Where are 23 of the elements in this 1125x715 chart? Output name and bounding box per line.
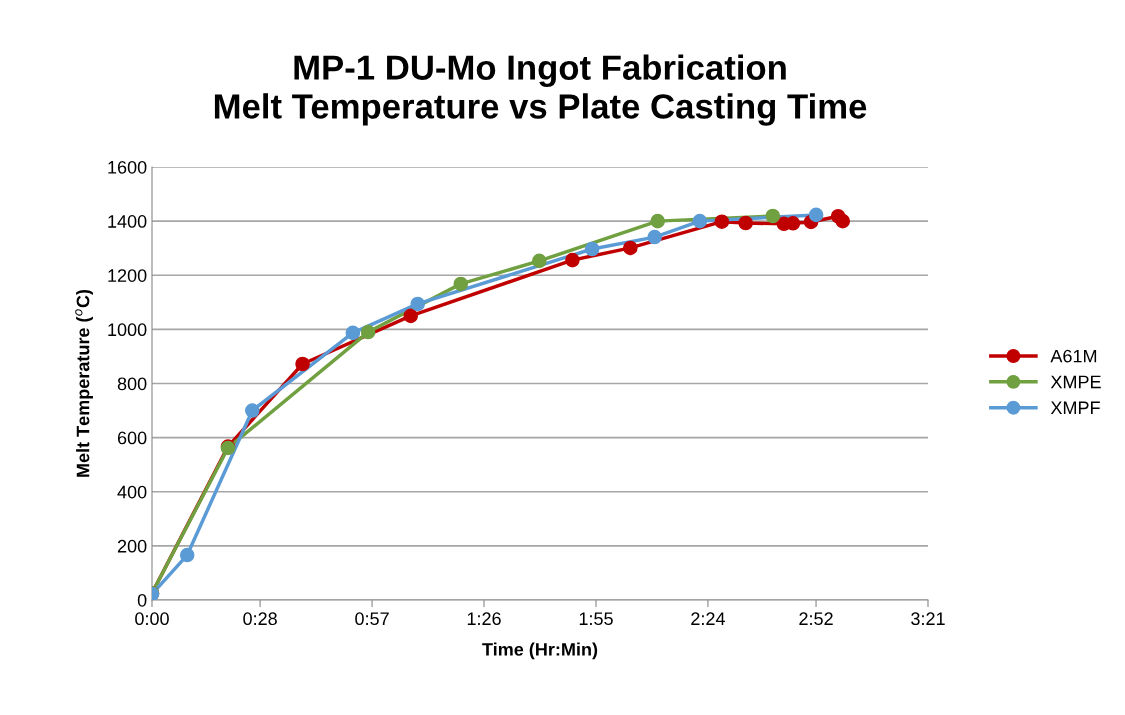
chart-title: MP-1 DU-Mo Ingot Fabrication Melt Temperature vs Plate Casting Time: [214, 54, 867, 126]
y-tick-label: 800: [117, 377, 147, 391]
legend-label: XMPF: [1050, 401, 1100, 415]
y-axis-title: Melt Temperature ($^{o}$C): [75, 289, 93, 477]
x-tick-label: 0:57: [355, 612, 389, 626]
x-tick-label: 1:26: [467, 612, 501, 626]
y-tick-label: 600: [117, 431, 147, 445]
legend-label: A61M: [1050, 349, 1097, 363]
x-tick-label: 0:28: [243, 612, 277, 626]
y-tick-label: 1000: [108, 323, 147, 337]
x-tick-label: 2:24: [691, 612, 725, 625]
y-tick-label: 1600: [108, 160, 147, 174]
y-tick-label: 200: [117, 539, 147, 553]
x-tick-label: 0:00: [135, 612, 169, 626]
y-tick-label: 1400: [108, 215, 147, 228]
legend-label: XMPE: [1050, 375, 1101, 389]
x-axis-title: Time (Hr:Min): [482, 642, 598, 660]
y-tick-label: 400: [117, 485, 147, 499]
y-tick-label: 1200: [108, 269, 147, 282]
x-tick-label: 1:55: [579, 612, 613, 626]
x-tick-label: 2:52: [799, 612, 833, 626]
y-tick-label: 0: [137, 593, 147, 607]
x-tick-label: 3:21: [911, 612, 945, 626]
